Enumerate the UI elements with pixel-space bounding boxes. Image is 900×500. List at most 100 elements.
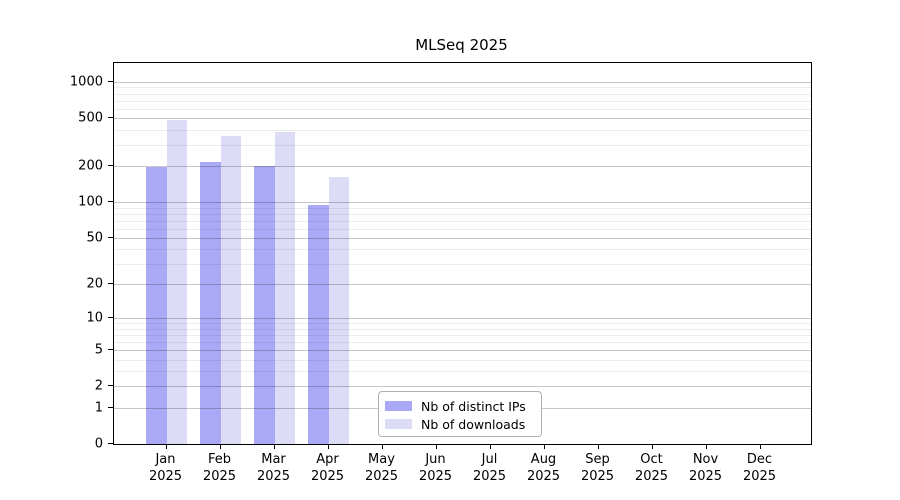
major-gridline [114,350,811,352]
y-tick-mark [108,236,113,238]
y-tick-label: 100 [78,194,103,210]
x-tick-year: 2025 [634,469,669,484]
minor-gridline [114,100,811,102]
x-tick-year: 2025 [526,469,561,484]
minor-gridline [114,249,811,251]
x-tick-year: 2025 [742,469,777,484]
y-tick-label: 5 [94,342,103,358]
y-tick-label: 200 [78,158,103,174]
x-tick-label-oct: Oct 2025 [625,451,679,485]
distinct-ips-swatch [385,401,412,411]
x-tick-year: 2025 [202,469,237,484]
y-tick-mark [108,117,113,119]
y-tick-mark [108,317,113,319]
x-tick-label-jul: Jul 2025 [463,451,517,485]
bar-feb-distinct-ips [200,162,221,444]
y-tick-mark [108,385,113,387]
major-gridline [114,166,811,167]
minor-gridline [114,108,811,110]
legend-label-distinct-ips: Nb of distinct IPs [421,398,526,414]
major-gridline [114,118,811,120]
minor-gridline [114,129,811,131]
x-tick-mark [165,444,167,449]
chart-title: MLSeq 2025 [415,36,508,54]
x-tick-mark [543,444,545,449]
bar-mar-downloads [274,131,295,444]
major-gridline [114,318,811,320]
x-tick-label-jun: Jun 2025 [409,451,463,485]
x-tick-year: 2025 [148,469,183,484]
bar-apr-distinct-ips [308,204,329,444]
x-tick-year: 2025 [418,469,453,484]
bar-feb-downloads [220,136,241,444]
minor-gridline [114,220,811,222]
y-tick-label: 0 [94,436,103,452]
y-tick-mark [108,165,113,166]
x-tick-mark [705,444,707,449]
y-tick-label: 50 [86,230,103,246]
minor-gridline [114,328,811,330]
y-tick-label: 20 [86,276,103,292]
minor-gridline [114,144,811,146]
minor-gridline [114,359,811,361]
x-tick-mark [219,444,221,449]
minor-gridline [114,334,811,336]
major-gridline [114,202,811,204]
downloads-swatch [385,419,412,429]
x-tick-mark [489,444,491,449]
legend: Nb of distinct IPs Nb of downloads [378,391,542,437]
legend-label-downloads: Nb of downloads [421,416,526,432]
y-tick-mark [108,349,113,351]
x-tick-year: 2025 [688,469,723,484]
x-tick-mark [651,444,653,449]
x-tick-label-feb: Feb 2025 [193,451,247,485]
bar-jan-distinct-ips [146,166,167,444]
minor-gridline [114,213,811,215]
minor-gridline [114,87,811,89]
major-gridline [114,81,811,83]
x-tick-year: 2025 [310,469,345,484]
y-tick-label: 500 [78,110,103,126]
x-tick-year: 2025 [364,469,399,484]
bar-jan-downloads [166,119,187,444]
x-tick-label-sep: Sep 2025 [571,451,625,485]
x-tick-year: 2025 [580,469,615,484]
major-gridline [114,237,811,239]
y-tick-mark [108,283,113,285]
x-tick-label-dec: Dec 2025 [733,451,787,485]
major-gridline [114,284,811,286]
y-tick-mark [108,201,113,203]
plot-area [113,62,812,445]
x-tick-label-jan: Jan 2025 [139,451,193,485]
x-tick-mark [597,444,599,449]
y-tick-label: 2 [94,378,103,394]
minor-gridline [114,263,811,265]
minor-gridline [114,323,811,325]
y-tick-label: 10 [86,310,103,326]
x-tick-mark [273,444,275,449]
y-tick-mark [108,80,113,82]
x-tick-mark [327,444,329,449]
x-tick-label-apr: Apr 2025 [301,451,355,485]
x-tick-label-nov: Nov 2025 [679,451,733,485]
bar-mar-distinct-ips [254,165,275,444]
minor-gridline [114,341,811,343]
bar-apr-downloads [328,177,349,444]
x-tick-mark [759,444,761,449]
x-tick-mark [435,444,437,449]
x-tick-year: 2025 [472,469,507,484]
minor-gridline [114,371,811,373]
x-tick-label-may: May 2025 [355,451,409,485]
y-tick-mark [108,443,113,444]
y-tick-label: 1 [94,400,103,416]
y-tick-label: 1000 [69,74,103,90]
minor-gridline [114,228,811,230]
y-tick-mark [108,406,113,408]
major-gridline [114,386,811,388]
x-tick-label-mar: Mar 2025 [247,451,301,485]
legend-row-downloads: Nb of downloads [385,415,525,433]
legend-row-distinct-ips: Nb of distinct IPs [385,397,526,415]
x-tick-mark [381,444,383,449]
x-tick-year: 2025 [256,469,291,484]
minor-gridline [114,93,811,95]
